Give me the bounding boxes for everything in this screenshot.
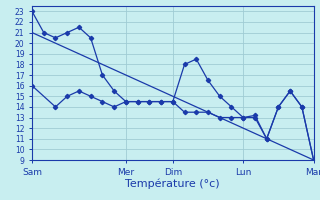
X-axis label: Température (°c): Température (°c): [125, 178, 220, 189]
